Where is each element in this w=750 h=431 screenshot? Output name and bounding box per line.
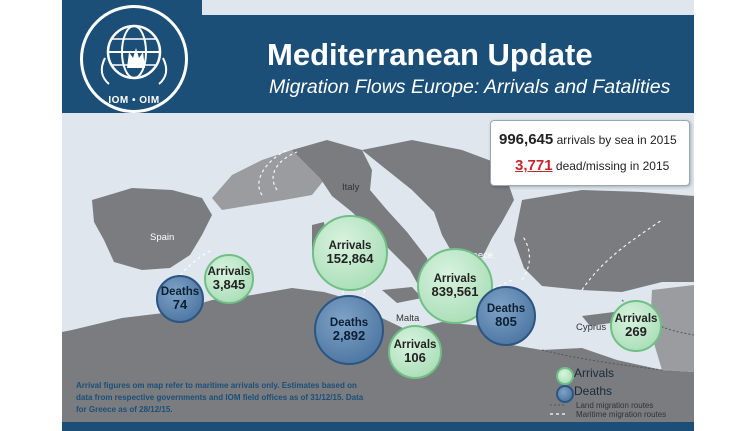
balkans — [362, 140, 514, 268]
sicily — [382, 287, 422, 303]
bubble-value: 152,864 — [326, 251, 374, 267]
bubble-label: Arrivals — [433, 272, 477, 285]
iberia — [92, 188, 212, 270]
bubble-arrivals-malta: Arrivals 106 — [388, 325, 442, 379]
logo-text: IOM • OIM — [108, 95, 160, 106]
bubble-deaths-spain: Deaths 74 — [156, 275, 204, 323]
legend-arrivals: Arrivals — [574, 366, 615, 380]
france — [212, 150, 324, 210]
bubble-label: Deaths — [486, 302, 526, 315]
bubble-label: Deaths — [160, 285, 200, 298]
cyprus-land — [582, 312, 618, 326]
country-label-cyprus: Cyprus — [576, 322, 607, 333]
italy — [292, 140, 434, 292]
bubble-value: 106 — [404, 350, 426, 366]
deaths-stat: 3,771 dead/missing in 2015 — [515, 157, 669, 174]
legend-sea-routes: Maritime migration routes — [576, 410, 667, 419]
bubble-arrivals-italy: Arrivals 152,864 — [312, 215, 388, 291]
bubble-value: 269 — [625, 324, 647, 340]
levant — [650, 285, 694, 372]
globe-people-icon — [100, 24, 168, 85]
legend-deaths: Deaths — [574, 384, 613, 398]
legend-deaths-dot — [556, 385, 574, 403]
legend-arrivals-dot — [556, 367, 574, 385]
bubble-label: Deaths — [329, 316, 369, 329]
bubble-value: 3,845 — [212, 277, 246, 293]
north-africa — [62, 288, 694, 431]
country-label-spain: Spain — [150, 232, 175, 243]
bubble-deaths-greece: Deaths 805 — [476, 286, 536, 346]
bubble-label: Arrivals — [328, 239, 372, 252]
bubble-deaths-italy: Deaths 2,892 — [314, 295, 384, 365]
bubble-label: Arrivals — [207, 265, 251, 278]
bubble-arrivals-cyprus: Arrivals 269 — [610, 300, 662, 352]
iom-logo — [80, 5, 188, 113]
footnote: Arrival figures om map refer to maritime… — [76, 381, 364, 414]
bubble-value: 2,892 — [332, 328, 366, 344]
legend-line-icons — [550, 404, 566, 415]
arrivals-stat-label: arrivals by sea in 2015 — [556, 133, 677, 147]
arrivals-total: 996,645 — [499, 131, 554, 148]
bubble-label: Arrivals — [393, 338, 437, 351]
page-title: Mediterranean Update — [267, 37, 593, 72]
legend-land-routes: Land migration routes — [576, 401, 654, 410]
bubble-arrivals-greece: Arrivals 839,561 — [417, 248, 493, 324]
country-label-italy: Italy — [342, 182, 360, 193]
bubble-value: 74 — [172, 297, 188, 313]
bubble-value: 839,561 — [431, 284, 479, 300]
bubble-label: Arrivals — [614, 312, 658, 325]
deaths-total: 3,771 — [515, 157, 553, 174]
logo-box: IOM • OIM — [62, 0, 202, 113]
bottom-strip — [62, 422, 694, 431]
map-frame: IOM • OIM Mediterranean Update Migration… — [62, 0, 694, 431]
turkey — [514, 190, 694, 292]
bubble-value: 805 — [495, 314, 517, 330]
arrivals-stat: 996,645 arrivals by sea in 2015 — [499, 131, 677, 148]
page-subtitle: Migration Flows Europe: Arrivals and Fat… — [269, 76, 671, 98]
bubble-arrivals-spain: Arrivals 3,845 — [204, 254, 254, 304]
country-label-malta: Malta — [396, 313, 420, 324]
deaths-stat-label: dead/missing in 2015 — [555, 159, 670, 173]
stats-box: 996,645 arrivals by sea in 2015 3,771 de… — [490, 120, 690, 186]
